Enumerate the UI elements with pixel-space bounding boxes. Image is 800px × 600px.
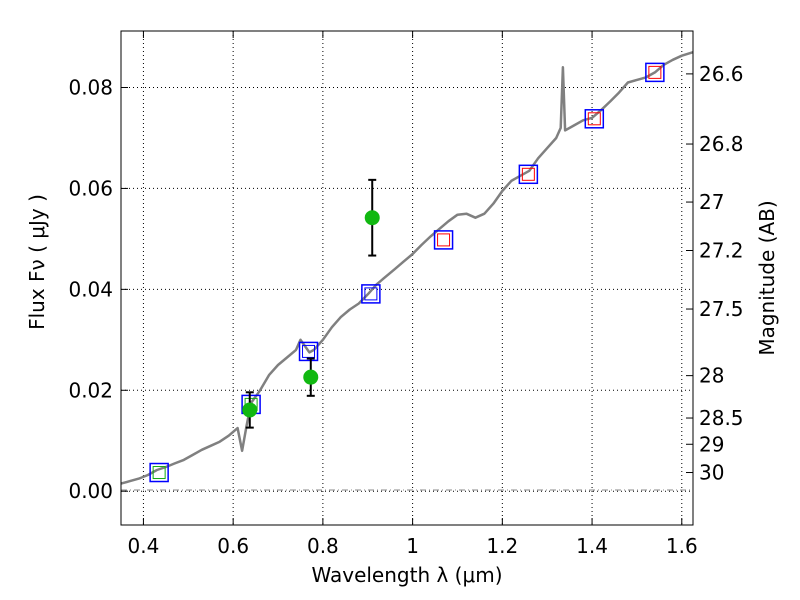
synthetic-photometry-box <box>645 62 665 83</box>
x-tick-label: 1 <box>406 534 419 558</box>
plot-frame <box>120 30 694 526</box>
synthetic-photometry-group <box>149 62 665 483</box>
right-tick-label: 27.2 <box>699 238 744 262</box>
right-tick-label: 28 <box>699 364 724 388</box>
right-tick-label: 29 <box>699 432 724 456</box>
observed-point <box>242 402 258 418</box>
model-spectrum-line <box>120 51 694 485</box>
right-tick-label: 26.6 <box>699 62 744 86</box>
y-axis-label: Flux Fν ( μJy ) <box>25 194 49 330</box>
synthetic-photometry-box <box>361 284 381 304</box>
y-tick-label: 0.08 <box>68 76 113 100</box>
y-tick-label: 0.02 <box>68 378 113 402</box>
synthetic-photometry-box <box>433 230 454 250</box>
synthetic-photometry-box <box>298 341 319 362</box>
synthetic-inner-box <box>364 287 378 301</box>
right-tick-label: 30 <box>699 461 724 485</box>
x-tick-label: 1.2 <box>486 534 518 558</box>
right-tick-label: 28.5 <box>699 406 744 430</box>
y-tick-label: 0.00 <box>68 479 113 503</box>
synthetic-inner-box <box>302 344 316 358</box>
y-tick-label: 0.06 <box>68 176 113 200</box>
x-tick-label: 0.4 <box>128 534 160 558</box>
axis-ticks: 0.4 0.6 0.8 1 1.2 1.4 1.6 0.00 0.02 0.04 0.06 0.08 2… <box>68 31 744 558</box>
model-spectrum-group <box>120 51 694 485</box>
right-tick-label: 26.8 <box>699 132 744 156</box>
x-tick-label: 1.4 <box>576 534 608 558</box>
y-tick-label: 0.04 <box>68 277 113 301</box>
observed-photometry-group <box>242 178 380 429</box>
right-tick-label: 27.5 <box>699 297 744 321</box>
grid-lines <box>121 31 693 525</box>
synthetic-inner-box <box>152 466 166 480</box>
synthetic-photometry-box <box>518 164 539 185</box>
x-tick-label: 0.6 <box>217 534 249 558</box>
synthetic-inner-box <box>648 65 662 79</box>
synthetic-photometry-box <box>584 109 605 129</box>
right-axis-label: Magnitude (AB) <box>755 200 779 355</box>
observed-point <box>303 369 319 385</box>
synthetic-inner-box <box>587 112 601 126</box>
synthetic-photometry-box <box>149 462 169 483</box>
x-axis-label: Wavelength λ (μm) <box>311 563 502 587</box>
observed-point <box>364 210 380 226</box>
synthetic-inner-box <box>521 167 535 181</box>
right-tick-label: 27 <box>699 190 724 214</box>
synthetic-inner-box <box>437 233 451 247</box>
x-tick-label: 1.6 <box>666 534 698 558</box>
x-tick-label: 0.8 <box>307 534 339 558</box>
